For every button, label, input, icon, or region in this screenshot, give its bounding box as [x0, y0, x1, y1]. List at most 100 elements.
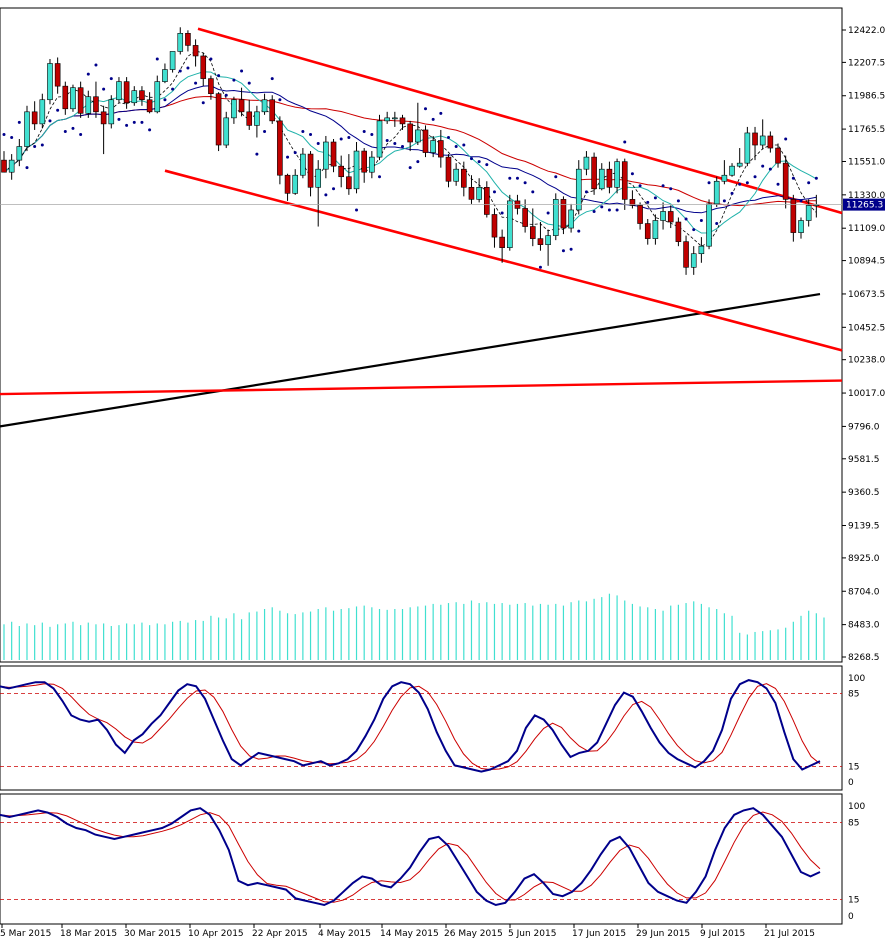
candle-body [652, 220, 659, 239]
sar-dot [263, 129, 267, 133]
sar-dot [753, 175, 757, 179]
candle-body [499, 236, 505, 248]
time-tick-label: 29 Jun 2015 [636, 929, 690, 939]
sar-dot [692, 228, 696, 232]
sar-dot [623, 140, 627, 144]
candle-body [208, 78, 214, 95]
time-tick-label: 26 May 2015 [444, 929, 503, 939]
sar-dot [48, 119, 52, 123]
sar-dot [339, 137, 343, 141]
candle-body [93, 96, 99, 113]
sar-dot [439, 111, 443, 115]
sar-dot [431, 117, 435, 121]
candle-body [146, 99, 153, 113]
sar-dot [17, 120, 21, 124]
sar-dot [102, 87, 106, 91]
sar-dot [178, 69, 182, 73]
candle-body [31, 111, 38, 125]
candle-body [292, 174, 299, 194]
sar-dot [454, 145, 458, 149]
sar-dot [201, 101, 205, 105]
candle-body [62, 85, 69, 110]
sar-dot [132, 120, 136, 124]
sar-dot [738, 182, 742, 186]
candle-body [1, 159, 7, 173]
current-price-box [843, 198, 885, 211]
candle-body [116, 81, 122, 101]
candle-body [338, 165, 344, 178]
time-axis: 5 Mar 2015 18 Mar 2015 30 Mar 2015 10 Apr 2… [0, 924, 815, 939]
time-tick-label: 5 Jun 2015 [508, 929, 556, 939]
candle-body [453, 168, 459, 182]
current-price-label: 11265.3 [846, 201, 883, 211]
sar-dot [561, 249, 565, 253]
sar-dot [324, 193, 328, 197]
stochastic-panel-1: 100 85 15 0 [0, 665, 865, 791]
sar-dot [646, 200, 650, 204]
sar-dot [278, 98, 282, 102]
candle-body [392, 117, 398, 120]
candle-body [269, 99, 276, 122]
time-tick-label: 14 May 2015 [380, 929, 439, 939]
sar-dot [247, 81, 251, 85]
sar-dot [33, 145, 37, 149]
sar-dot [577, 229, 581, 233]
sar-dot [584, 190, 588, 194]
sar-dot [2, 132, 6, 136]
stochastic-1-tick-label: 0 [848, 778, 854, 788]
candle-body [185, 33, 191, 46]
candle-body [721, 174, 728, 182]
sar-dot [707, 181, 711, 185]
candle-body [782, 162, 789, 200]
candle-body [637, 205, 643, 224]
candle-body [629, 199, 636, 206]
candle-body [162, 69, 168, 82]
price-tick-label: 10673.5 [848, 290, 885, 300]
sar-dot [408, 166, 412, 170]
candle-body [644, 223, 651, 239]
candle-body [369, 156, 375, 173]
candle-body [598, 168, 605, 190]
sar-dot [592, 209, 596, 213]
candle-body [39, 99, 46, 125]
candle-body [759, 135, 766, 146]
price-tick-label: 9360.5 [848, 488, 880, 498]
candle-body [8, 159, 15, 173]
sar-dot [10, 135, 14, 139]
candle-body [805, 205, 812, 221]
candle-body [131, 90, 138, 104]
sar-dot [316, 142, 320, 146]
candle-body [729, 165, 735, 176]
candle-body [744, 132, 751, 164]
stochastic-2-tick-label: 15 [848, 896, 859, 906]
candle-body [261, 99, 268, 113]
stochastic-1-signal-line [0, 683, 821, 771]
candle-body [85, 96, 92, 114]
sar-dot [462, 143, 466, 147]
sar-dot [270, 77, 274, 81]
candle-body [690, 253, 697, 268]
candle-body [767, 135, 774, 149]
time-tick-label: 21 Jul 2015 [764, 929, 815, 939]
candle-body [660, 211, 666, 221]
sar-dot [515, 176, 519, 180]
sar-dot [401, 145, 405, 149]
candle-body [177, 33, 184, 52]
sar-dot [355, 208, 359, 212]
candle-body [713, 180, 720, 205]
stochastic-1-main-line [0, 679, 821, 773]
candle-body [223, 117, 230, 146]
candle-body [284, 174, 291, 194]
sar-dot [607, 208, 611, 212]
sar-dot [301, 129, 305, 133]
price-tick-label: 10894.5 [848, 257, 885, 267]
channel-lower-trendline [164, 169, 843, 352]
sar-dot [799, 199, 803, 203]
sar-dot [40, 143, 44, 147]
sar-dot [86, 72, 90, 76]
time-tick-label: 5 Mar 2015 [0, 929, 51, 939]
sar-dot [94, 63, 98, 67]
